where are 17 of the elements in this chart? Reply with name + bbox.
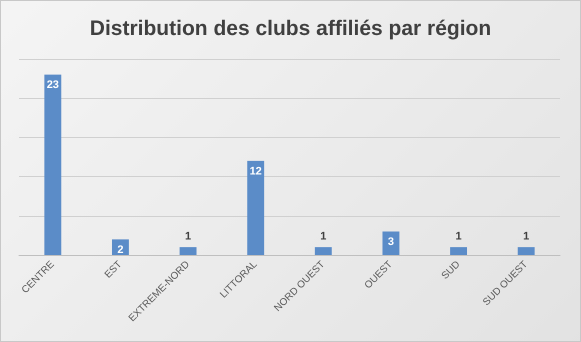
bar [44,74,62,255]
data-label: 12 [250,165,262,178]
data-label: 1 [456,230,462,243]
data-label: 2 [117,244,124,256]
bar [382,231,400,255]
data-label: 1 [320,230,326,243]
chart-title: Distribution des clubs affiliés par région [90,17,492,40]
x-tick-label: SUD [440,259,462,282]
bar [314,247,332,255]
bar [450,247,468,255]
data-label: 23 [46,79,59,92]
bar [180,247,197,255]
bar [518,247,535,255]
data-label: 1 [523,230,530,243]
data-label: 3 [388,236,394,248]
bar [247,160,264,255]
data-label: 1 [185,230,192,243]
